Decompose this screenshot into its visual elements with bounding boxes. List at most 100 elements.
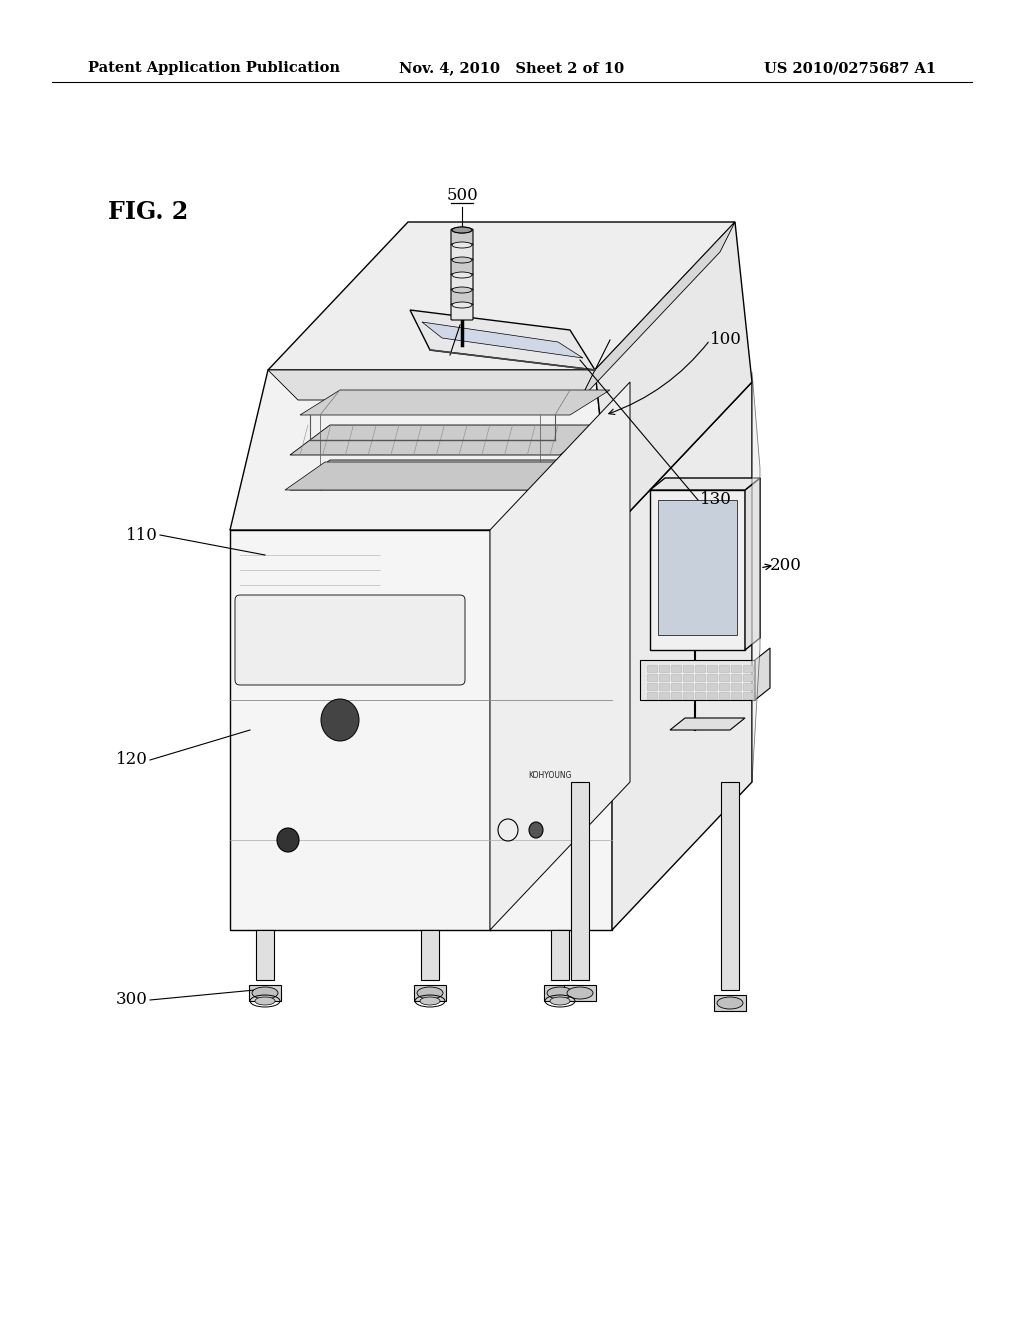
Text: US 2010/0275687 A1: US 2010/0275687 A1 [764,61,936,75]
FancyBboxPatch shape [731,675,741,681]
FancyBboxPatch shape [708,693,718,700]
FancyBboxPatch shape [659,675,670,681]
FancyBboxPatch shape [695,675,706,681]
FancyBboxPatch shape [731,684,741,690]
Ellipse shape [452,227,472,234]
FancyBboxPatch shape [451,289,473,305]
Polygon shape [285,462,610,490]
Ellipse shape [547,987,573,999]
Polygon shape [612,381,752,931]
FancyBboxPatch shape [647,675,657,681]
Text: 120: 120 [116,751,148,768]
FancyBboxPatch shape [743,665,754,672]
Ellipse shape [452,302,472,308]
FancyBboxPatch shape [695,693,706,700]
FancyBboxPatch shape [647,665,657,672]
Polygon shape [721,781,739,990]
Polygon shape [410,310,595,370]
Text: KOHYOUNG: KOHYOUNG [528,771,571,780]
Polygon shape [300,389,610,414]
FancyBboxPatch shape [451,275,473,290]
Ellipse shape [452,272,472,279]
Polygon shape [230,531,612,931]
Ellipse shape [420,997,440,1005]
Polygon shape [230,381,752,531]
FancyBboxPatch shape [683,684,693,690]
Ellipse shape [717,997,743,1008]
FancyBboxPatch shape [659,684,670,690]
Polygon shape [755,648,770,700]
Polygon shape [268,370,595,400]
FancyBboxPatch shape [647,684,657,690]
FancyBboxPatch shape [451,228,473,246]
Ellipse shape [252,987,278,999]
Polygon shape [495,750,605,800]
FancyBboxPatch shape [683,675,693,681]
FancyBboxPatch shape [708,665,718,672]
Polygon shape [571,781,589,979]
Polygon shape [230,370,612,531]
Text: 100: 100 [710,331,741,348]
Polygon shape [290,425,600,455]
Ellipse shape [567,987,593,999]
FancyBboxPatch shape [451,304,473,319]
FancyBboxPatch shape [743,684,754,690]
FancyBboxPatch shape [743,693,754,700]
Polygon shape [414,985,446,1001]
Polygon shape [650,478,760,490]
Polygon shape [658,500,737,635]
FancyBboxPatch shape [234,595,465,685]
Text: 500: 500 [446,186,478,203]
Polygon shape [290,459,600,490]
Polygon shape [580,222,735,400]
Polygon shape [650,490,745,649]
Text: 130: 130 [700,491,732,508]
Polygon shape [670,718,745,730]
Ellipse shape [529,822,543,838]
FancyBboxPatch shape [695,684,706,690]
Ellipse shape [452,242,472,248]
FancyBboxPatch shape [683,693,693,700]
Polygon shape [640,660,755,700]
FancyBboxPatch shape [708,675,718,681]
FancyBboxPatch shape [743,675,754,681]
Polygon shape [421,931,439,979]
FancyBboxPatch shape [731,693,741,700]
Ellipse shape [550,997,570,1005]
Text: 200: 200 [770,557,802,573]
FancyBboxPatch shape [731,665,741,672]
Text: Nov. 4, 2010   Sheet 2 of 10: Nov. 4, 2010 Sheet 2 of 10 [399,61,625,75]
FancyBboxPatch shape [672,675,682,681]
FancyBboxPatch shape [672,684,682,690]
Polygon shape [564,985,596,1001]
FancyBboxPatch shape [720,675,729,681]
FancyBboxPatch shape [720,665,729,672]
Polygon shape [745,478,760,649]
FancyBboxPatch shape [647,693,657,700]
Ellipse shape [278,828,299,851]
FancyBboxPatch shape [720,693,729,700]
Text: FIG. 2: FIG. 2 [108,201,188,224]
Text: 300: 300 [116,991,148,1008]
Polygon shape [544,985,575,1001]
Polygon shape [551,931,569,979]
Text: Patent Application Publication: Patent Application Publication [88,61,340,75]
FancyBboxPatch shape [659,665,670,672]
FancyBboxPatch shape [708,684,718,690]
FancyBboxPatch shape [720,684,729,690]
Polygon shape [256,931,274,979]
Ellipse shape [255,997,275,1005]
FancyBboxPatch shape [451,244,473,260]
Polygon shape [268,222,735,370]
Polygon shape [714,995,746,1011]
Polygon shape [422,322,583,358]
Ellipse shape [321,700,359,741]
Ellipse shape [452,257,472,263]
Ellipse shape [452,286,472,293]
FancyBboxPatch shape [672,693,682,700]
Ellipse shape [452,227,472,234]
FancyBboxPatch shape [683,665,693,672]
Ellipse shape [417,987,443,999]
FancyBboxPatch shape [672,665,682,672]
Polygon shape [249,985,281,1001]
